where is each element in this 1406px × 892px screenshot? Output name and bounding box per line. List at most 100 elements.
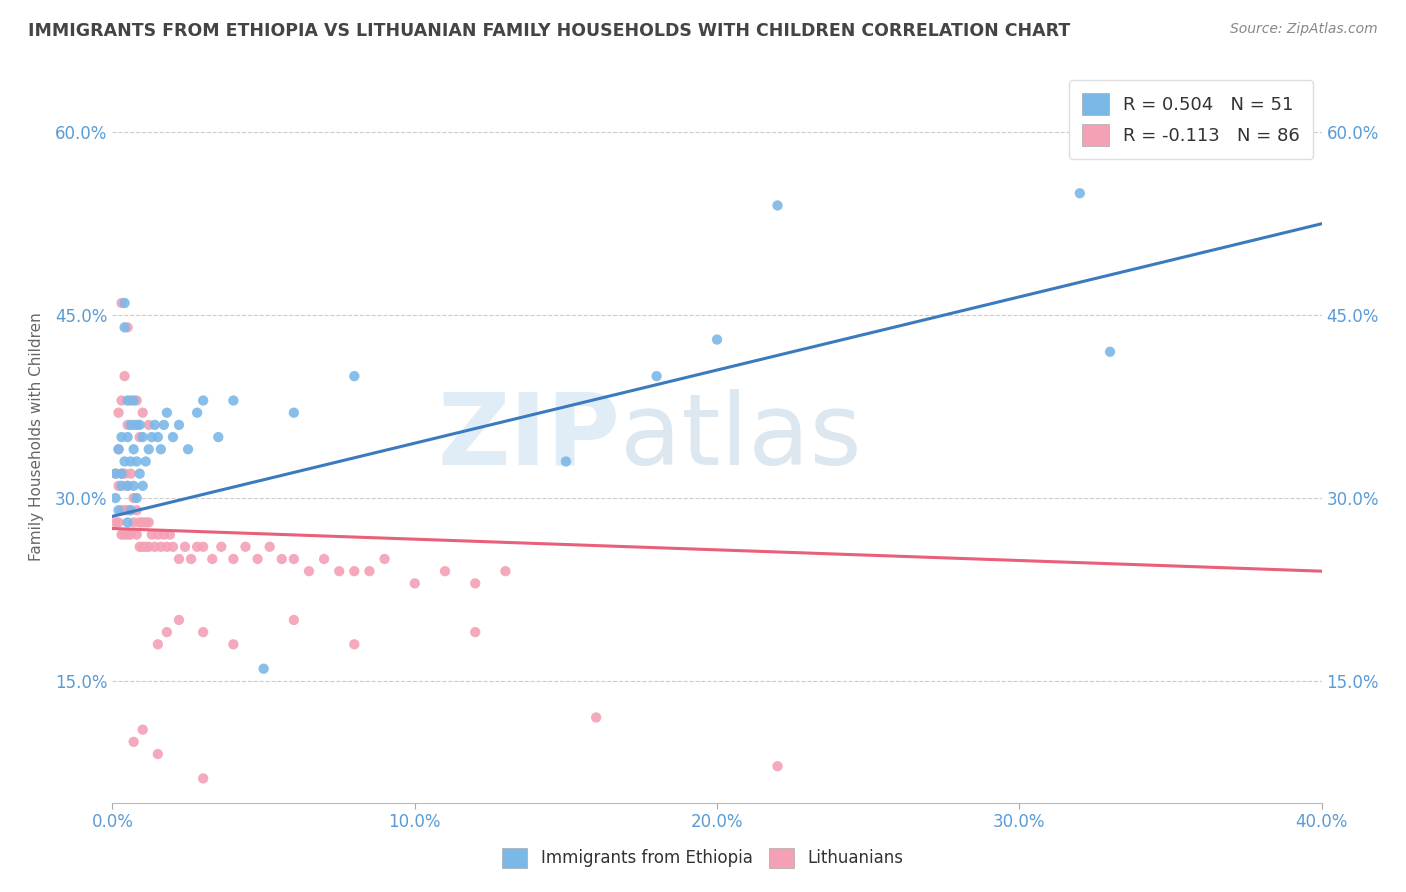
Point — [146, 430, 169, 444]
Point — [343, 637, 366, 651]
Point — [114, 369, 136, 384]
Point — [107, 503, 129, 517]
Point — [110, 296, 132, 310]
Point — [464, 576, 486, 591]
Point — [433, 564, 456, 578]
Point — [167, 417, 190, 432]
Point — [138, 516, 160, 530]
Point — [122, 491, 145, 505]
Point — [120, 393, 142, 408]
Point — [207, 430, 229, 444]
Point — [766, 759, 789, 773]
Point — [359, 564, 381, 578]
Point — [132, 479, 155, 493]
Point — [1098, 344, 1121, 359]
Point — [120, 454, 142, 468]
Point — [122, 479, 145, 493]
Point — [117, 430, 139, 444]
Point — [114, 320, 136, 334]
Point — [156, 406, 179, 420]
Point — [132, 406, 155, 420]
Point — [107, 442, 129, 457]
Text: ZIP: ZIP — [437, 389, 620, 485]
Point — [110, 430, 132, 444]
Point — [149, 540, 172, 554]
Point — [122, 417, 145, 432]
Point — [114, 296, 136, 310]
Point — [153, 417, 176, 432]
Point — [132, 516, 155, 530]
Point — [117, 393, 139, 408]
Point — [328, 564, 350, 578]
Point — [122, 442, 145, 457]
Point — [132, 723, 155, 737]
Point — [122, 735, 145, 749]
Point — [314, 552, 336, 566]
Point — [125, 393, 148, 408]
Point — [120, 417, 142, 432]
Point — [128, 516, 150, 530]
Point — [135, 454, 157, 468]
Point — [298, 564, 321, 578]
Point — [141, 527, 163, 541]
Point — [162, 540, 184, 554]
Point — [153, 527, 176, 541]
Point — [186, 540, 208, 554]
Point — [1069, 186, 1091, 201]
Point — [246, 552, 269, 566]
Point — [209, 540, 232, 554]
Point — [120, 503, 142, 517]
Point — [706, 333, 728, 347]
Point — [645, 369, 668, 384]
Point — [107, 442, 129, 457]
Point — [117, 516, 139, 530]
Point — [107, 479, 129, 493]
Point — [374, 552, 396, 566]
Point — [104, 491, 127, 505]
Legend: R = 0.504   N = 51, R = -0.113   N = 86: R = 0.504 N = 51, R = -0.113 N = 86 — [1069, 80, 1313, 159]
Point — [117, 527, 139, 541]
Point — [146, 747, 169, 761]
Point — [135, 516, 157, 530]
Point — [167, 613, 190, 627]
Point — [117, 417, 139, 432]
Point — [125, 454, 148, 468]
Point — [149, 442, 172, 457]
Point — [125, 503, 148, 517]
Point — [495, 564, 517, 578]
Point — [343, 564, 366, 578]
Point — [122, 393, 145, 408]
Point — [122, 516, 145, 530]
Point — [110, 467, 132, 481]
Point — [117, 320, 139, 334]
Point — [404, 576, 426, 591]
Point — [283, 613, 305, 627]
Point — [128, 430, 150, 444]
Y-axis label: Family Households with Children: Family Households with Children — [30, 313, 44, 561]
Point — [167, 552, 190, 566]
Point — [110, 393, 132, 408]
Point — [114, 454, 136, 468]
Point — [117, 479, 139, 493]
Point — [110, 479, 132, 493]
Point — [120, 527, 142, 541]
Point — [128, 417, 150, 432]
Point — [132, 430, 155, 444]
Point — [270, 552, 292, 566]
Legend: Immigrants from Ethiopia, Lithuanians: Immigrants from Ethiopia, Lithuanians — [496, 841, 910, 875]
Point — [186, 406, 208, 420]
Point — [235, 540, 257, 554]
Point — [766, 198, 789, 212]
Point — [125, 417, 148, 432]
Point — [114, 527, 136, 541]
Point — [104, 467, 127, 481]
Point — [110, 467, 132, 481]
Point — [146, 527, 169, 541]
Point — [107, 516, 129, 530]
Point — [554, 454, 576, 468]
Text: Source: ZipAtlas.com: Source: ZipAtlas.com — [1230, 22, 1378, 37]
Point — [177, 442, 200, 457]
Point — [191, 772, 214, 786]
Point — [143, 540, 166, 554]
Point — [138, 442, 160, 457]
